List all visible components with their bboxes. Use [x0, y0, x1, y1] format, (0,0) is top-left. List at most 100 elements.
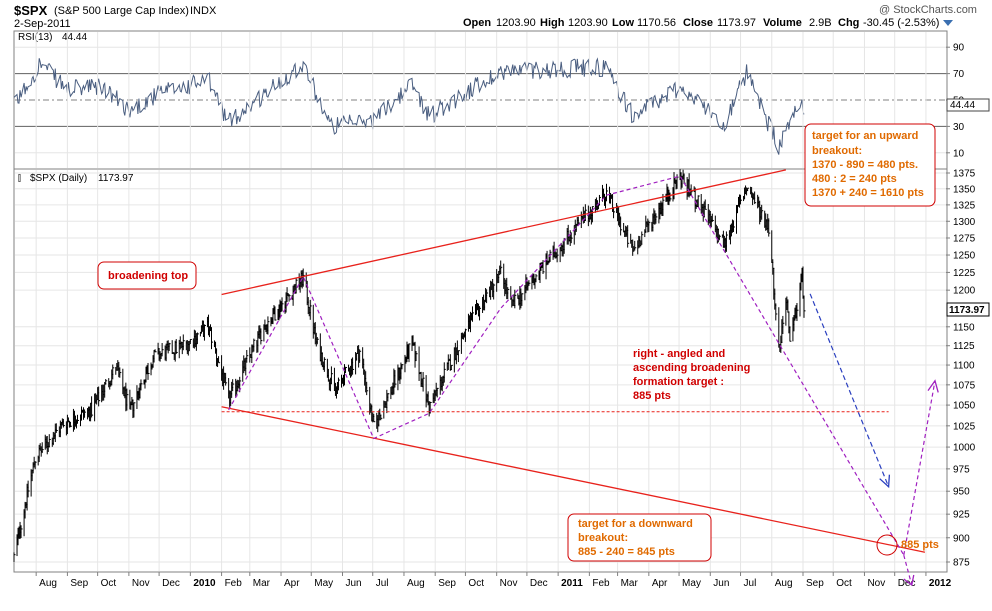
price-tick-label: 1025 — [953, 421, 976, 432]
broadening-top-box — [97, 261, 197, 290]
x-tick-label: Sep — [438, 578, 456, 589]
x-tick-label: 2010 — [193, 578, 216, 589]
rsi-tick-label: 30 — [953, 122, 965, 133]
x-tick-label: Jun — [713, 578, 729, 589]
pts-885-text: 885 pts — [901, 539, 939, 551]
price-label: $SPX (Daily) — [30, 173, 87, 184]
last-price-badge: 1173.97 — [949, 305, 985, 316]
open-value: 1203.90 — [496, 17, 536, 29]
svg-text:885 pts: 885 pts — [633, 390, 671, 402]
x-tick-label: 2011 — [561, 578, 583, 589]
svg-text:breakout:: breakout: — [578, 532, 628, 544]
x-tick-label: Mar — [621, 578, 639, 589]
price-tick-label: 900 — [953, 533, 970, 544]
target-down-arrowhead-icon — [903, 574, 915, 587]
high-value: 1203.90 — [568, 17, 608, 29]
downward-target-text: target for a downward breakout: 885 - 24… — [578, 518, 693, 558]
exchange: INDX — [190, 5, 217, 17]
volume-label: Volume — [763, 17, 802, 29]
target-circle — [876, 534, 898, 556]
price-tick-label: 1050 — [953, 401, 976, 412]
price-tick-label: 1300 — [953, 217, 976, 228]
x-tick-label: 2012 — [929, 578, 952, 589]
svg-text:formation target :: formation target : — [633, 376, 724, 388]
x-tick-label: Nov — [132, 578, 150, 589]
x-tick-label: May — [314, 578, 333, 589]
rsi-line — [13, 57, 805, 155]
upper-trendline — [221, 169, 787, 296]
price-tick-label: 1075 — [953, 380, 976, 391]
x-tick-label: Aug — [39, 578, 57, 589]
rsi-value-badge: 44.44 — [950, 100, 975, 111]
svg-text:right - angled and: right - angled and — [633, 348, 725, 360]
quote-bar: Open 1203.90 High 1203.90 Low 1170.56 Cl… — [463, 17, 939, 29]
ohlc-icon: ⫿ — [18, 173, 21, 183]
rsi-value: 44.44 — [62, 32, 87, 43]
x-tick-label: Feb — [592, 578, 610, 589]
price-tick-label: 1225 — [953, 268, 976, 279]
dropdown-arrow-icon[interactable] — [943, 20, 953, 26]
rebound-projection-line — [903, 380, 936, 556]
symbol-name: (S&P 500 Large Cap Index) — [54, 5, 189, 17]
broadening-pattern-line — [228, 175, 905, 556]
price-value: 1173.97 — [98, 173, 134, 184]
rsi-label: RSI(13) — [18, 32, 52, 43]
x-tick-label: Oct — [836, 578, 852, 589]
x-axis: Aug Sep Oct Nov Dec 2010 Feb Mar Apr May Jun Jul Aug… — [35, 572, 952, 589]
price-panel — [13, 168, 948, 573]
price-tick-label: 1275 — [953, 233, 976, 244]
close-value: 1173.97 — [717, 17, 756, 29]
price-axis: 1375 1350 1325 1300 1275 1250 1225 1200 1150 1125… — [946, 169, 976, 569]
svg-text:breakout:: breakout: — [812, 145, 862, 157]
x-tick-label: Sep — [70, 578, 88, 589]
pattern-overlay — [221, 169, 939, 587]
x-tick-label: Aug — [407, 578, 425, 589]
high-label: High — [540, 17, 565, 29]
x-tick-label: Dec — [530, 578, 548, 589]
chg-value: -30.45 (-2.53%) — [863, 17, 939, 29]
symbol: $SPX — [14, 3, 48, 18]
x-tick-label: Nov — [867, 578, 885, 589]
svg-text:target for an upward: target for an upward — [812, 130, 918, 142]
chg-label: Chg — [838, 17, 859, 29]
broadening-top-text: broadening top — [108, 270, 188, 282]
price-tick-label: 875 — [953, 558, 970, 569]
x-tick-label: Dec — [162, 578, 180, 589]
svg-text:885 - 240 = 845 pts: 885 - 240 = 845 pts — [578, 546, 675, 558]
x-tick-label: Feb — [225, 578, 243, 589]
x-tick-label: Apr — [284, 578, 300, 589]
price-tick-label: 950 — [953, 487, 970, 498]
x-tick-label: Aug — [775, 578, 793, 589]
x-tick-label: Sep — [806, 578, 824, 589]
x-tick-label: Oct — [468, 578, 484, 589]
svg-text:1370 + 240 = 1610 pts: 1370 + 240 = 1610 pts — [812, 187, 924, 199]
price-tick-label: 1350 — [953, 184, 976, 195]
x-tick-label: Jul — [376, 578, 389, 589]
price-tick-label: 1150 — [953, 322, 975, 333]
price-tick-label: 1125 — [953, 341, 975, 352]
volume-value: 2.9B — [809, 17, 832, 29]
svg-text:1370 - 890 = 480 pts.: 1370 - 890 = 480 pts. — [812, 159, 918, 171]
blue-projection-line — [809, 293, 890, 487]
rebound-arrowhead-icon — [927, 379, 939, 393]
low-label: Low — [612, 17, 634, 29]
price-tick-label: 1000 — [953, 443, 976, 454]
target-down-line — [903, 554, 913, 586]
blue-arrowhead-icon — [879, 474, 891, 489]
price-tick-label: 1200 — [953, 286, 976, 297]
rsi-tick-label: 70 — [953, 69, 965, 80]
svg-text:ascending broadening: ascending broadening — [633, 362, 750, 374]
x-tick-label: Dec — [898, 578, 916, 589]
x-tick-label: Mar — [253, 578, 271, 589]
svg-text:480 : 2 = 240 pts: 480 : 2 = 240 pts — [812, 173, 897, 185]
price-tick-label: 1325 — [953, 200, 976, 211]
x-tick-label: Nov — [500, 578, 518, 589]
rsi-tick-label: 10 — [953, 148, 965, 159]
price-tick-label: 1375 — [953, 169, 976, 180]
rsi-value-badge-box — [946, 98, 990, 112]
x-tick-label: Apr — [652, 578, 668, 589]
price-tick-label: 1250 — [953, 251, 976, 262]
x-tick-label: May — [682, 578, 701, 589]
downward-target-box — [567, 513, 712, 562]
